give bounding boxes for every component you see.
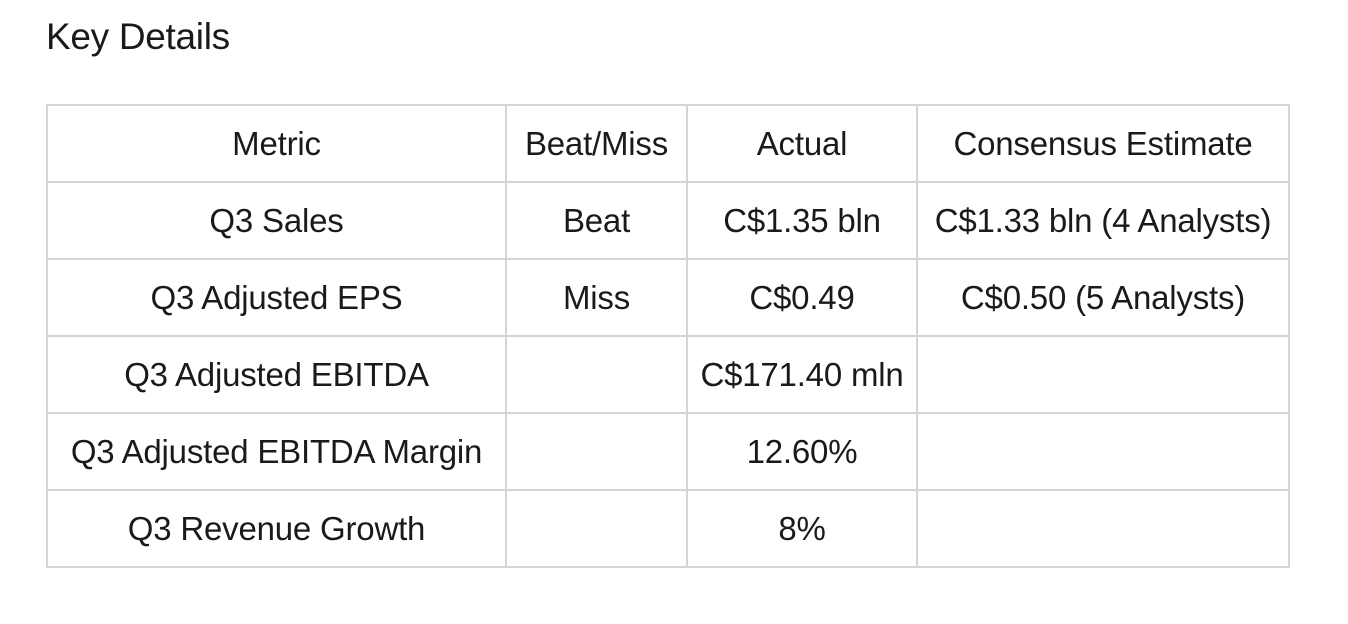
table-cell: C$1.35 bln bbox=[686, 181, 918, 261]
table-row: Q3 Sales Beat C$1.35 bln C$1.33 bln (4 Anal… bbox=[46, 181, 1290, 261]
column-header-beat-miss: Beat/Miss bbox=[505, 104, 688, 184]
table-cell: Q3 Adjusted EBITDA Margin bbox=[46, 412, 507, 492]
table-cell bbox=[505, 335, 688, 415]
table-row: Q3 Adjusted EPS Miss C$0.49 C$0.50 (5 Analy… bbox=[46, 258, 1290, 338]
table-cell bbox=[916, 412, 1290, 492]
table-header-row: Metric Beat/Miss Actual Consensus Estima… bbox=[46, 104, 1290, 184]
table-cell: Q3 Revenue Growth bbox=[46, 489, 507, 569]
table-cell bbox=[916, 489, 1290, 569]
column-header-actual: Actual bbox=[686, 104, 918, 184]
table-cell: Q3 Adjusted EBITDA bbox=[46, 335, 507, 415]
table-row: Q3 Adjusted EBITDA C$171.40 mln bbox=[46, 335, 1290, 415]
table-cell: C$1.33 bln (4 Analysts) bbox=[916, 181, 1290, 261]
page-title: Key Details bbox=[46, 16, 230, 57]
table-cell: C$0.49 bbox=[686, 258, 918, 338]
table-cell bbox=[505, 412, 688, 492]
key-details-table: Metric Beat/Miss Actual Consensus Estima… bbox=[46, 104, 1290, 569]
table-cell: Beat bbox=[505, 181, 688, 261]
table-cell: 12.60% bbox=[686, 412, 918, 492]
table-cell: Q3 Sales bbox=[46, 181, 507, 261]
table-cell: C$0.50 (5 Analysts) bbox=[916, 258, 1290, 338]
table-cell: 8% bbox=[686, 489, 918, 569]
table-cell: C$171.40 mln bbox=[686, 335, 918, 415]
table-body: Q3 Sales Beat C$1.35 bln C$1.33 bln (4 Anal… bbox=[46, 181, 1290, 569]
column-header-metric: Metric bbox=[46, 104, 507, 184]
table-row: Q3 Revenue Growth 8% bbox=[46, 489, 1290, 569]
table-cell: Miss bbox=[505, 258, 688, 338]
table-cell: Q3 Adjusted EPS bbox=[46, 258, 507, 338]
table-row: Q3 Adjusted EBITDA Margin 12.60% bbox=[46, 412, 1290, 492]
column-header-consensus-estimate: Consensus Estimate bbox=[916, 104, 1290, 184]
table-cell bbox=[916, 335, 1290, 415]
table-cell bbox=[505, 489, 688, 569]
article-section: Key Details Metric Beat/Miss Actual Cons… bbox=[46, 16, 1290, 569]
